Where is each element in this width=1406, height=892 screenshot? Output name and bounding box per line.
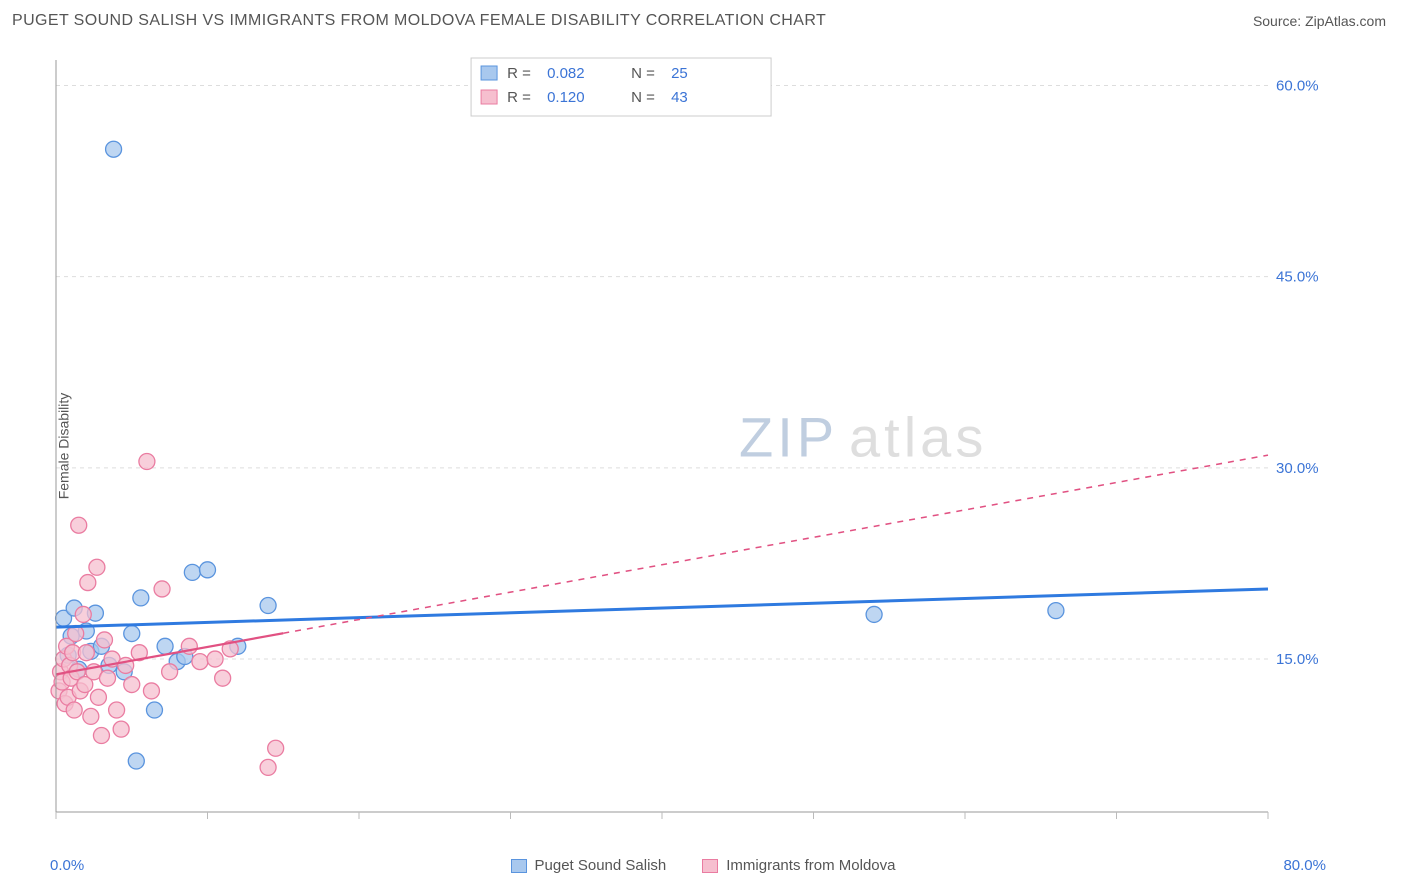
scatter-point — [133, 590, 149, 606]
scatter-point — [866, 606, 882, 622]
scatter-point — [157, 638, 173, 654]
scatter-point — [146, 702, 162, 718]
bottom-legend: Puget Sound Salish Immigrants from Moldov… — [0, 857, 1406, 874]
scatter-point — [106, 141, 122, 157]
svg-text:ZIP: ZIP — [739, 406, 838, 469]
svg-text:atlas: atlas — [849, 406, 987, 469]
source-prefix: Source: — [1253, 13, 1305, 29]
scatter-point — [109, 702, 125, 718]
watermark: ZIPatlas — [739, 406, 987, 469]
scatter-point — [83, 708, 99, 724]
y-tick-label: 60.0% — [1276, 77, 1319, 94]
scatter-point — [113, 721, 129, 737]
scatter-point — [162, 664, 178, 680]
scatter-point — [215, 670, 231, 686]
legend-r-label: R = — [507, 65, 531, 82]
scatter-plot: 15.0% 30.0% 45.0% 60.0% ZIPatlas R = 0.082 N = 2… — [50, 50, 1326, 832]
legend-n-label: N = — [631, 65, 655, 82]
chart-source: Source: ZipAtlas.com — [1253, 13, 1386, 29]
legend-label: Immigrants from Moldova — [726, 857, 895, 874]
scatter-point — [89, 559, 105, 575]
scatter-point — [96, 632, 112, 648]
scatter-point — [93, 728, 109, 744]
legend-swatch — [511, 859, 527, 873]
legend-r-value: 0.120 — [547, 89, 585, 106]
y-tick-label: 45.0% — [1276, 269, 1319, 286]
scatter-point — [192, 654, 208, 670]
scatter-point — [143, 683, 159, 699]
legend-n-value: 43 — [671, 89, 688, 106]
scatter-point — [1048, 603, 1064, 619]
legend-r-value: 0.082 — [547, 65, 585, 82]
scatter-point — [128, 753, 144, 769]
scatter-point — [200, 562, 216, 578]
scatter-point — [71, 517, 87, 533]
chart-area: 15.0% 30.0% 45.0% 60.0% ZIPatlas R = 0.082 N = 2… — [50, 50, 1326, 832]
y-tick-label: 15.0% — [1276, 651, 1319, 668]
scatter-point — [154, 581, 170, 597]
scatter-point — [78, 645, 94, 661]
legend-item: Puget Sound Salish — [511, 857, 667, 874]
legend-swatch — [481, 66, 497, 80]
scatter-point — [124, 677, 140, 693]
scatter-point — [260, 598, 276, 614]
chart-title: PUGET SOUND SALISH VS IMMIGRANTS FROM MO… — [12, 12, 826, 30]
scatter-point — [100, 670, 116, 686]
scatter-point — [184, 564, 200, 580]
scatter-point — [139, 453, 155, 469]
scatter-point — [90, 689, 106, 705]
legend-item: Immigrants from Moldova — [702, 857, 895, 874]
legend-swatch — [481, 90, 497, 104]
legend-swatch — [702, 859, 718, 873]
chart-header: PUGET SOUND SALISH VS IMMIGRANTS FROM MO… — [0, 0, 1406, 36]
legend-label: Puget Sound Salish — [535, 857, 667, 874]
scatter-point — [268, 740, 284, 756]
scatter-point — [75, 606, 91, 622]
source-name: ZipAtlas.com — [1305, 13, 1386, 29]
scatter-point — [124, 626, 140, 642]
legend-n-value: 25 — [671, 65, 688, 82]
legend-n-label: N = — [631, 89, 655, 106]
trend-line-dashed — [283, 455, 1268, 633]
scatter-point — [260, 759, 276, 775]
x-axis-min-label: 0.0% — [50, 857, 84, 874]
scatter-point — [207, 651, 223, 667]
scatter-point — [80, 575, 96, 591]
trend-line-solid — [56, 589, 1268, 627]
y-tick-label: 30.0% — [1276, 460, 1319, 477]
legend-r-label: R = — [507, 89, 531, 106]
scatter-point — [66, 702, 82, 718]
x-axis-max-label: 80.0% — [1283, 857, 1326, 874]
